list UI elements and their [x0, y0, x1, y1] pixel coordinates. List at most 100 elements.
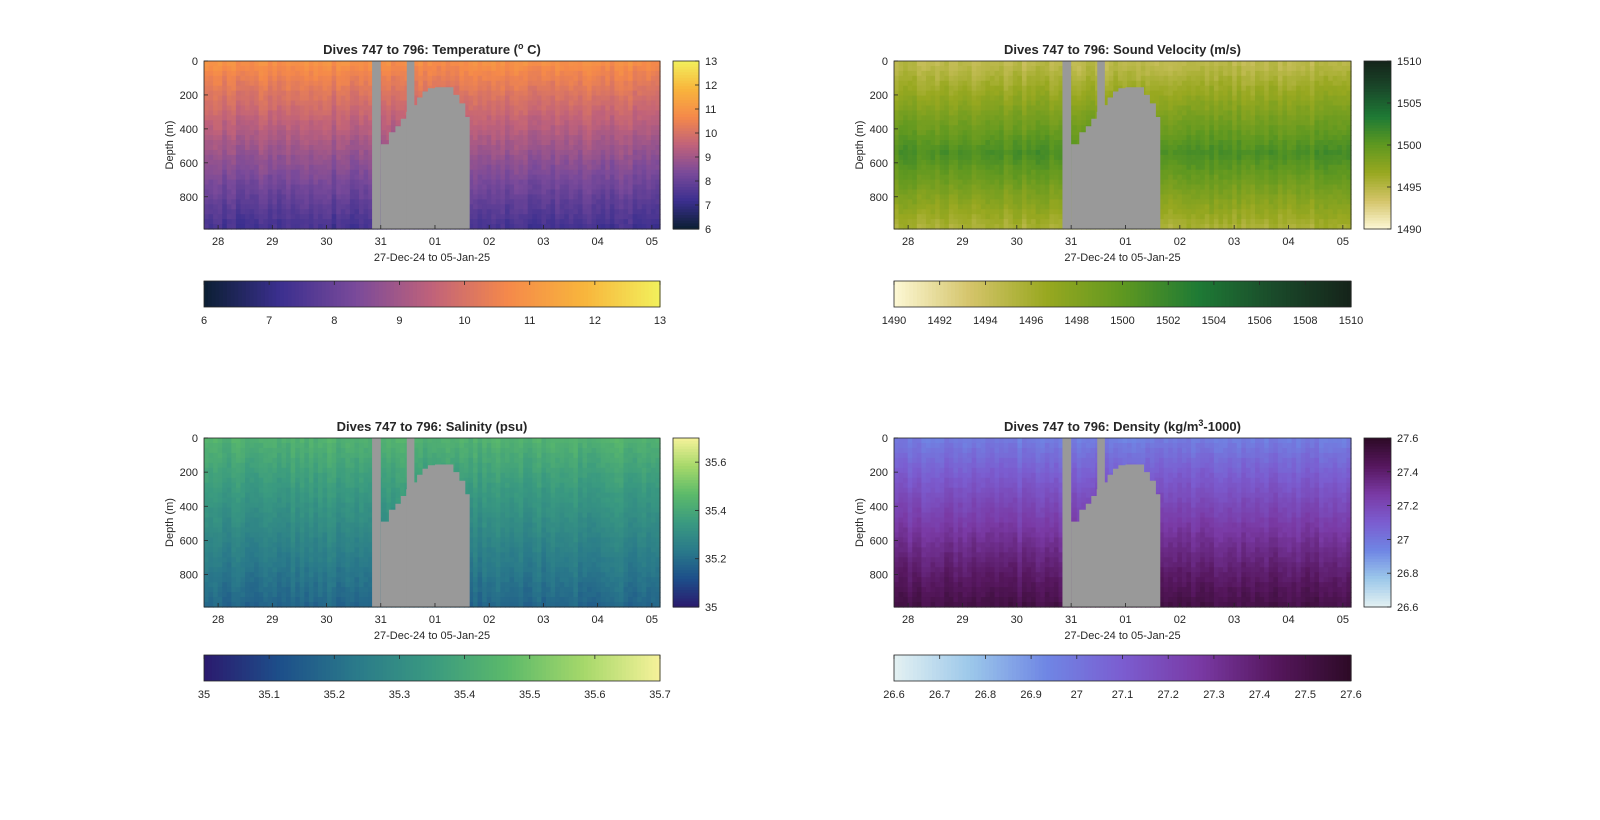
heatmap-cell [1036, 96, 1041, 102]
heatmap-cell [624, 194, 629, 200]
heatmap-cell [1004, 120, 1009, 126]
heatmap-cell [304, 96, 309, 102]
heatmap-cell [963, 175, 968, 181]
colorbar-swatch [584, 281, 588, 307]
heatmap-cell [637, 175, 642, 181]
heatmap-cell [1004, 185, 1009, 191]
heatmap-cell [473, 66, 478, 72]
heatmap-cell [295, 155, 300, 161]
heatmap-cell [523, 76, 528, 82]
heatmap-cell [309, 115, 314, 121]
heatmap-cell [917, 209, 922, 215]
heatmap-cell [500, 155, 505, 161]
heatmap-cell [894, 180, 899, 186]
heatmap-cell [985, 170, 990, 176]
heatmap-cell [940, 115, 945, 121]
heatmap-cell [541, 165, 546, 171]
heatmap-cell [624, 71, 629, 77]
heatmap-cell [541, 105, 546, 111]
heatmap-cell [605, 135, 610, 141]
heatmap-cell [546, 115, 551, 121]
heatmap-cell [926, 105, 931, 111]
y-tick-label: 400 [180, 124, 198, 136]
heatmap-cell [300, 110, 305, 116]
heatmap-cell [500, 219, 505, 225]
heatmap-cell [341, 199, 346, 205]
heatmap-cell [596, 115, 601, 121]
heatmap-cell [263, 160, 268, 166]
heatmap-cell [510, 165, 515, 171]
heatmap-cell [213, 150, 218, 156]
heatmap-cell [990, 81, 995, 87]
heatmap-cell [336, 165, 341, 171]
heatmap-cell [642, 101, 647, 107]
heatmap-cell [908, 66, 913, 72]
heatmap-cell [610, 175, 615, 181]
heatmap-cell [523, 194, 528, 200]
heatmap-cell [578, 135, 583, 141]
heatmap-cell [999, 86, 1004, 92]
heatmap-cell [240, 165, 245, 171]
heatmap-cell [354, 194, 359, 200]
heatmap-cell [1045, 61, 1050, 67]
heatmap-cell [386, 91, 391, 97]
colorbar-swatch [405, 281, 409, 307]
heatmap-cell [222, 101, 227, 107]
heatmap-cell [1045, 140, 1050, 146]
heatmap-cell [213, 120, 218, 126]
heatmap-cell [995, 199, 1000, 205]
heatmap-cell [254, 140, 259, 146]
heatmap-cell [341, 204, 346, 210]
heatmap-cell [908, 204, 913, 210]
heatmap-cell [505, 81, 510, 87]
heatmap-cell [912, 219, 917, 225]
heatmap-cell [519, 180, 524, 186]
heatmap-cell [496, 204, 501, 210]
heatmap-cell [587, 175, 592, 181]
heatmap-cell [972, 170, 977, 176]
heatmap-cell [341, 214, 346, 220]
heatmap-cell [573, 194, 578, 200]
heatmap-cell [1008, 170, 1013, 176]
heatmap-cell [546, 135, 551, 141]
heatmap-cell [204, 91, 209, 97]
heatmap-cell [532, 175, 537, 181]
heatmap-cell [592, 76, 597, 82]
y-tick-label: 600 [180, 158, 198, 170]
heatmap-cell [496, 180, 501, 186]
heatmap-cell [227, 180, 232, 186]
heatmap-cell [313, 160, 318, 166]
heatmap-cell [1036, 214, 1041, 220]
heatmap-cell [619, 209, 624, 215]
heatmap-cell [1049, 204, 1054, 210]
heatmap-cell [587, 66, 592, 72]
heatmap-cell [1013, 101, 1018, 107]
heatmap-cell [304, 150, 309, 156]
heatmap-cell [510, 170, 515, 176]
heatmap-cell [944, 135, 949, 141]
heatmap-cell [610, 105, 615, 111]
heatmap-cell [917, 204, 922, 210]
heatmap-cell [646, 145, 651, 151]
heatmap-cell [624, 120, 629, 126]
colorbar-tick-label: 7 [266, 315, 272, 327]
heatmap-cell [300, 204, 305, 210]
heatmap-cell [569, 209, 574, 215]
heatmap-cell [519, 219, 524, 225]
heatmap-cell [1013, 155, 1018, 161]
heatmap-cell [341, 170, 346, 176]
heatmap-cell [514, 150, 519, 156]
heatmap-cell [532, 125, 537, 131]
heatmap-cell [601, 96, 606, 102]
heatmap-cell [1045, 86, 1050, 92]
heatmap-cell [231, 105, 236, 111]
colorbar-tick-label: 9 [396, 315, 402, 327]
heatmap-cell [254, 110, 259, 116]
colorbar-tick-label: 8 [331, 315, 337, 327]
heatmap-cell [510, 180, 515, 186]
heatmap-cell [505, 61, 510, 67]
heatmap-cell [236, 125, 241, 131]
heatmap-cell [491, 219, 496, 225]
heatmap-cell [921, 96, 926, 102]
colorbar-swatch [231, 281, 235, 307]
